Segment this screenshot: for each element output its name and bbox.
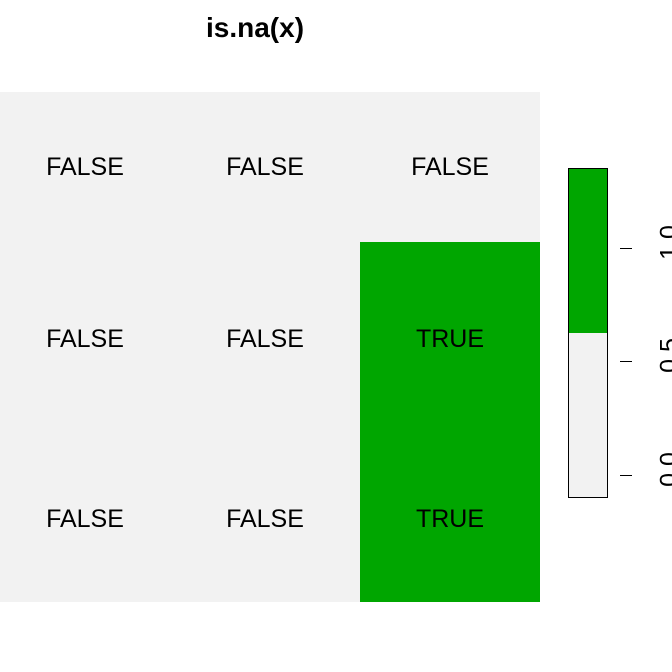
legend-block (569, 333, 607, 497)
heatmap-grid: FALSEFALSEFALSEFALSEFALSETRUEFALSEFALSET… (0, 92, 540, 602)
heatmap-cell: FALSE (0, 437, 170, 602)
heatmap-cell: FALSE (170, 437, 360, 602)
color-legend (568, 168, 608, 498)
heatmap-cell: FALSE (0, 242, 170, 437)
heatmap-cell: TRUE (360, 242, 540, 437)
legend-block (569, 169, 607, 333)
legend-tick (620, 475, 632, 476)
heatmap-cell: FALSE (170, 242, 360, 437)
legend-tick-label: 0.0 (656, 450, 672, 490)
legend-tick (620, 248, 632, 249)
legend-axis: 0.0 0.5 1.0 (620, 168, 672, 498)
heatmap-cell: FALSE (0, 92, 170, 242)
legend-tick (620, 361, 632, 362)
legend-tick-label: 1.0 (656, 222, 672, 262)
heatmap-cell: FALSE (170, 92, 360, 242)
chart-title: is.na(x) (190, 12, 320, 44)
heatmap-cell: TRUE (360, 437, 540, 602)
heatmap-cell: FALSE (360, 92, 540, 242)
legend-tick-label: 0.5 (656, 336, 672, 376)
